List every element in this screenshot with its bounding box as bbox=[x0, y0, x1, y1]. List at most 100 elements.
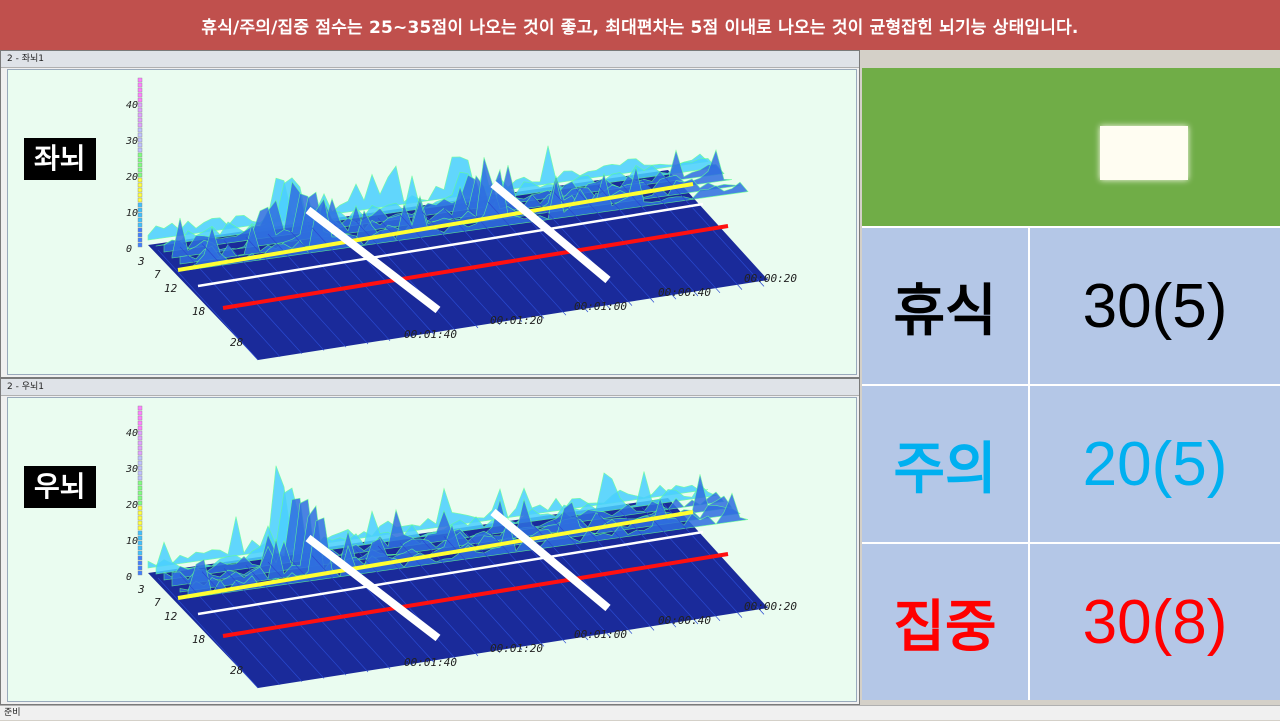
z-scale-swatch bbox=[137, 555, 143, 561]
z-scale-swatch bbox=[137, 167, 143, 173]
z-scale-swatch bbox=[137, 490, 143, 496]
z-scale-swatch bbox=[137, 440, 143, 446]
right-brain-window[interactable]: 2 - 우뇌1 40 30 20 10 0 3 7 12 18 28 00:01:40 00:01:2… bbox=[0, 378, 860, 705]
left-brain-window[interactable]: 2 - 좌뇌1 40 30 20 10 0 3 7 12 18 28 00:01:40 00:01:2… bbox=[0, 50, 860, 378]
z-scale-swatch bbox=[137, 540, 143, 546]
mdi-workspace: 2 - 좌뇌1 40 30 20 10 0 3 7 12 18 28 00:01:40 00:01:2… bbox=[0, 50, 860, 705]
z-tick-label: 10 bbox=[126, 536, 138, 547]
z-scale-swatch bbox=[137, 197, 143, 203]
z-tick-label: 30 bbox=[125, 464, 138, 475]
rest-band-line bbox=[177, 510, 694, 600]
z-scale-swatch bbox=[137, 207, 143, 213]
z-scale-swatch bbox=[137, 535, 143, 541]
z-scale-swatch bbox=[137, 77, 143, 83]
z-scale-swatch bbox=[137, 465, 143, 471]
freq-tick-label: 3 bbox=[137, 255, 145, 268]
score-label-attention: 주의 bbox=[862, 386, 1028, 542]
z-scale-swatch bbox=[137, 450, 143, 456]
z-scale-swatch bbox=[137, 102, 143, 108]
score-value-attention: 20(5) bbox=[1030, 386, 1280, 542]
floor-grid-line bbox=[355, 548, 457, 660]
z-scale-swatch bbox=[137, 445, 143, 451]
z-scale-swatch bbox=[137, 545, 143, 551]
z-scale-swatch bbox=[137, 520, 143, 526]
left-brain-label: 좌뇌 bbox=[24, 138, 96, 180]
time-tick-label: 00:01:20 bbox=[490, 314, 543, 327]
z-scale-swatch bbox=[137, 227, 143, 233]
left-brain-spectrum-plot: 40 30 20 10 0 3 7 12 18 28 00:01:40 00:01:20 00:01:0… bbox=[7, 69, 857, 375]
z-scale-swatch bbox=[137, 410, 143, 416]
z-scale-swatch bbox=[137, 107, 143, 113]
time-tick-label: 00:01:00 bbox=[574, 300, 627, 313]
freq-tick-label: 7 bbox=[154, 268, 161, 281]
score-label-rest: 휴식 bbox=[862, 228, 1028, 384]
score-table: 휴식 30(5) 주의 20(5) 집중 30(8) bbox=[862, 228, 1280, 700]
attention-band-line bbox=[197, 530, 704, 616]
z-scale-swatch bbox=[137, 122, 143, 128]
time-divider bbox=[305, 534, 441, 642]
z-scale-swatch bbox=[137, 405, 143, 411]
z-scale-swatch bbox=[137, 127, 143, 133]
z-scale-swatch bbox=[137, 142, 143, 148]
z-scale-swatch bbox=[137, 485, 143, 491]
floor-grid-line bbox=[641, 507, 743, 618]
z-scale-swatch bbox=[137, 157, 143, 163]
z-scale-swatch bbox=[137, 560, 143, 566]
floor-grid-line bbox=[157, 249, 259, 361]
z-scale-swatch bbox=[137, 420, 143, 426]
z-tick-label: 10 bbox=[126, 208, 138, 219]
status-text: 준비 bbox=[4, 708, 21, 718]
z-scale-swatch bbox=[137, 475, 143, 481]
z-scale-swatch bbox=[137, 92, 143, 98]
z-scale-swatch bbox=[137, 515, 143, 521]
z-scale-swatch bbox=[137, 480, 143, 486]
floor-grid-line bbox=[619, 510, 721, 622]
z-scale-swatch bbox=[137, 570, 143, 576]
z-scale-swatch bbox=[137, 132, 143, 138]
instruction-text: 휴식/주의/집중 점수는 25~35점이 나오는 것이 좋고, 최대편차는 5점… bbox=[201, 17, 1079, 38]
floor-grid-line bbox=[157, 577, 259, 689]
freq-tick-label: 18 bbox=[192, 633, 206, 646]
time-tick-label: 00:00:20 bbox=[744, 600, 797, 613]
left-brain-window-title[interactable]: 2 - 좌뇌1 bbox=[1, 51, 859, 68]
z-scale-swatch bbox=[137, 82, 143, 88]
status-bar: 준비 bbox=[0, 705, 1280, 720]
z-scale-swatch bbox=[137, 117, 143, 123]
score-row-rest: 휴식 30(5) bbox=[862, 228, 1280, 384]
z-scale-swatch bbox=[137, 500, 143, 506]
z-scale-swatch bbox=[137, 550, 143, 556]
time-tick-label: 00:01:20 bbox=[490, 642, 543, 655]
z-scale-swatch bbox=[137, 525, 143, 531]
z-tick-label: 20 bbox=[126, 172, 138, 183]
z-scale-swatch bbox=[137, 242, 143, 248]
z-tick-label: 0 bbox=[126, 244, 132, 255]
z-tick-label: 0 bbox=[126, 572, 132, 583]
focus-band-line bbox=[222, 224, 729, 310]
floor-grid-line bbox=[619, 182, 721, 294]
time-divider bbox=[490, 508, 611, 612]
z-scale-swatch bbox=[137, 455, 143, 461]
instruction-banner: 휴식/주의/집중 점수는 25~35점이 나오는 것이 좋고, 최대편차는 5점… bbox=[0, 0, 1280, 50]
z-scale-swatch bbox=[137, 222, 143, 228]
z-scale-swatch bbox=[137, 505, 143, 511]
score-label-focus: 집중 bbox=[862, 544, 1028, 700]
z-scale-swatch bbox=[137, 97, 143, 103]
freq-tick-label: 28 bbox=[230, 664, 244, 677]
z-scale-swatch bbox=[137, 177, 143, 183]
time-tick-label: 00:01:00 bbox=[574, 628, 627, 641]
time-tick-label: 00:00:40 bbox=[658, 614, 711, 627]
time-divider bbox=[490, 180, 611, 284]
score-row-focus: 집중 30(8) bbox=[862, 544, 1280, 700]
score-header bbox=[862, 68, 1280, 226]
right-brain-window-title[interactable]: 2 - 우뇌1 bbox=[1, 379, 859, 396]
z-scale-swatch bbox=[137, 162, 143, 168]
z-tick-label: 40 bbox=[126, 428, 138, 439]
z-scale-swatch bbox=[137, 430, 143, 436]
attention-band-line bbox=[197, 202, 704, 288]
focus-band-line bbox=[222, 552, 729, 638]
z-scale-swatch bbox=[137, 112, 143, 118]
freq-tick-label: 12 bbox=[164, 282, 178, 295]
rest-band-line bbox=[177, 182, 694, 272]
